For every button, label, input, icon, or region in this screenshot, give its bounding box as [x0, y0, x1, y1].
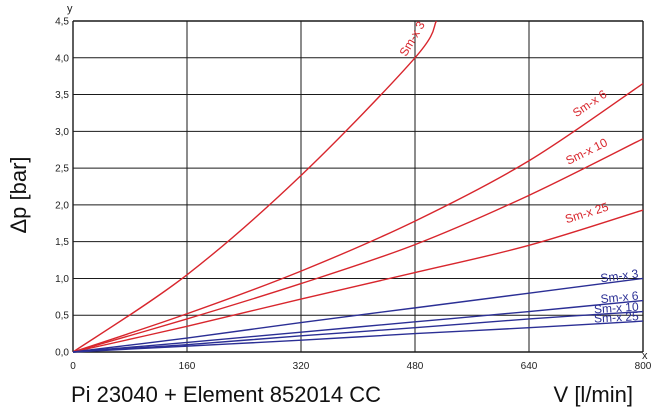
y-axis-letter: y	[67, 3, 73, 15]
y-tick-label: 0,0	[55, 348, 69, 359]
series-line	[72, 299, 644, 353]
series-lines	[72, 20, 644, 353]
series-label: Sm-x 10	[563, 135, 610, 168]
y-tick-label: 1,0	[55, 274, 69, 285]
x-axis-letter: x	[642, 350, 648, 362]
y-tick-label: 3,0	[55, 127, 69, 138]
y-tick-label: 0,5	[55, 311, 69, 322]
y-tick-label: 1,5	[55, 237, 69, 248]
chart-title: Pi 23040 + Element 852014 CC	[71, 382, 381, 407]
x-axis-title: V [l/min]	[554, 382, 633, 407]
series-line	[72, 277, 644, 353]
y-tick-label: 4,5	[55, 17, 69, 28]
tick-labels: 0,0 0,5 1,0 1,5 2,0 2,5 3,0 3,5 4,0 4,5 0 160 320 480…	[55, 17, 652, 373]
series-line	[72, 310, 644, 353]
x-tick-label: 320	[293, 361, 310, 372]
series-label: Sm-x 25	[594, 309, 640, 326]
series-line	[72, 138, 644, 353]
y-tick-label: 2,0	[55, 200, 69, 211]
series-line	[72, 20, 438, 353]
series-label: Sm-x 3	[600, 267, 640, 286]
series-line	[72, 209, 644, 353]
x-tick-label: 800	[635, 361, 652, 372]
x-tick-label: 640	[521, 361, 538, 372]
y-tick-label: 3,5	[55, 90, 69, 101]
series-line	[72, 320, 644, 353]
x-tick-label: 0	[70, 361, 76, 372]
series-label: Sm-x 6	[570, 87, 610, 120]
grid	[72, 20, 644, 353]
series-label: Sm-x 3	[397, 18, 428, 58]
series-line	[72, 82, 644, 353]
y-axis-title: Δp [bar]	[6, 156, 31, 233]
series-label: Sm-x 6	[600, 289, 639, 307]
series-label: Sm-x 10	[594, 300, 640, 317]
x-tick-label: 480	[407, 361, 424, 372]
y-tick-label: 2,5	[55, 164, 69, 175]
x-tick-label: 160	[179, 361, 196, 372]
y-tick-label: 4,0	[55, 53, 69, 64]
